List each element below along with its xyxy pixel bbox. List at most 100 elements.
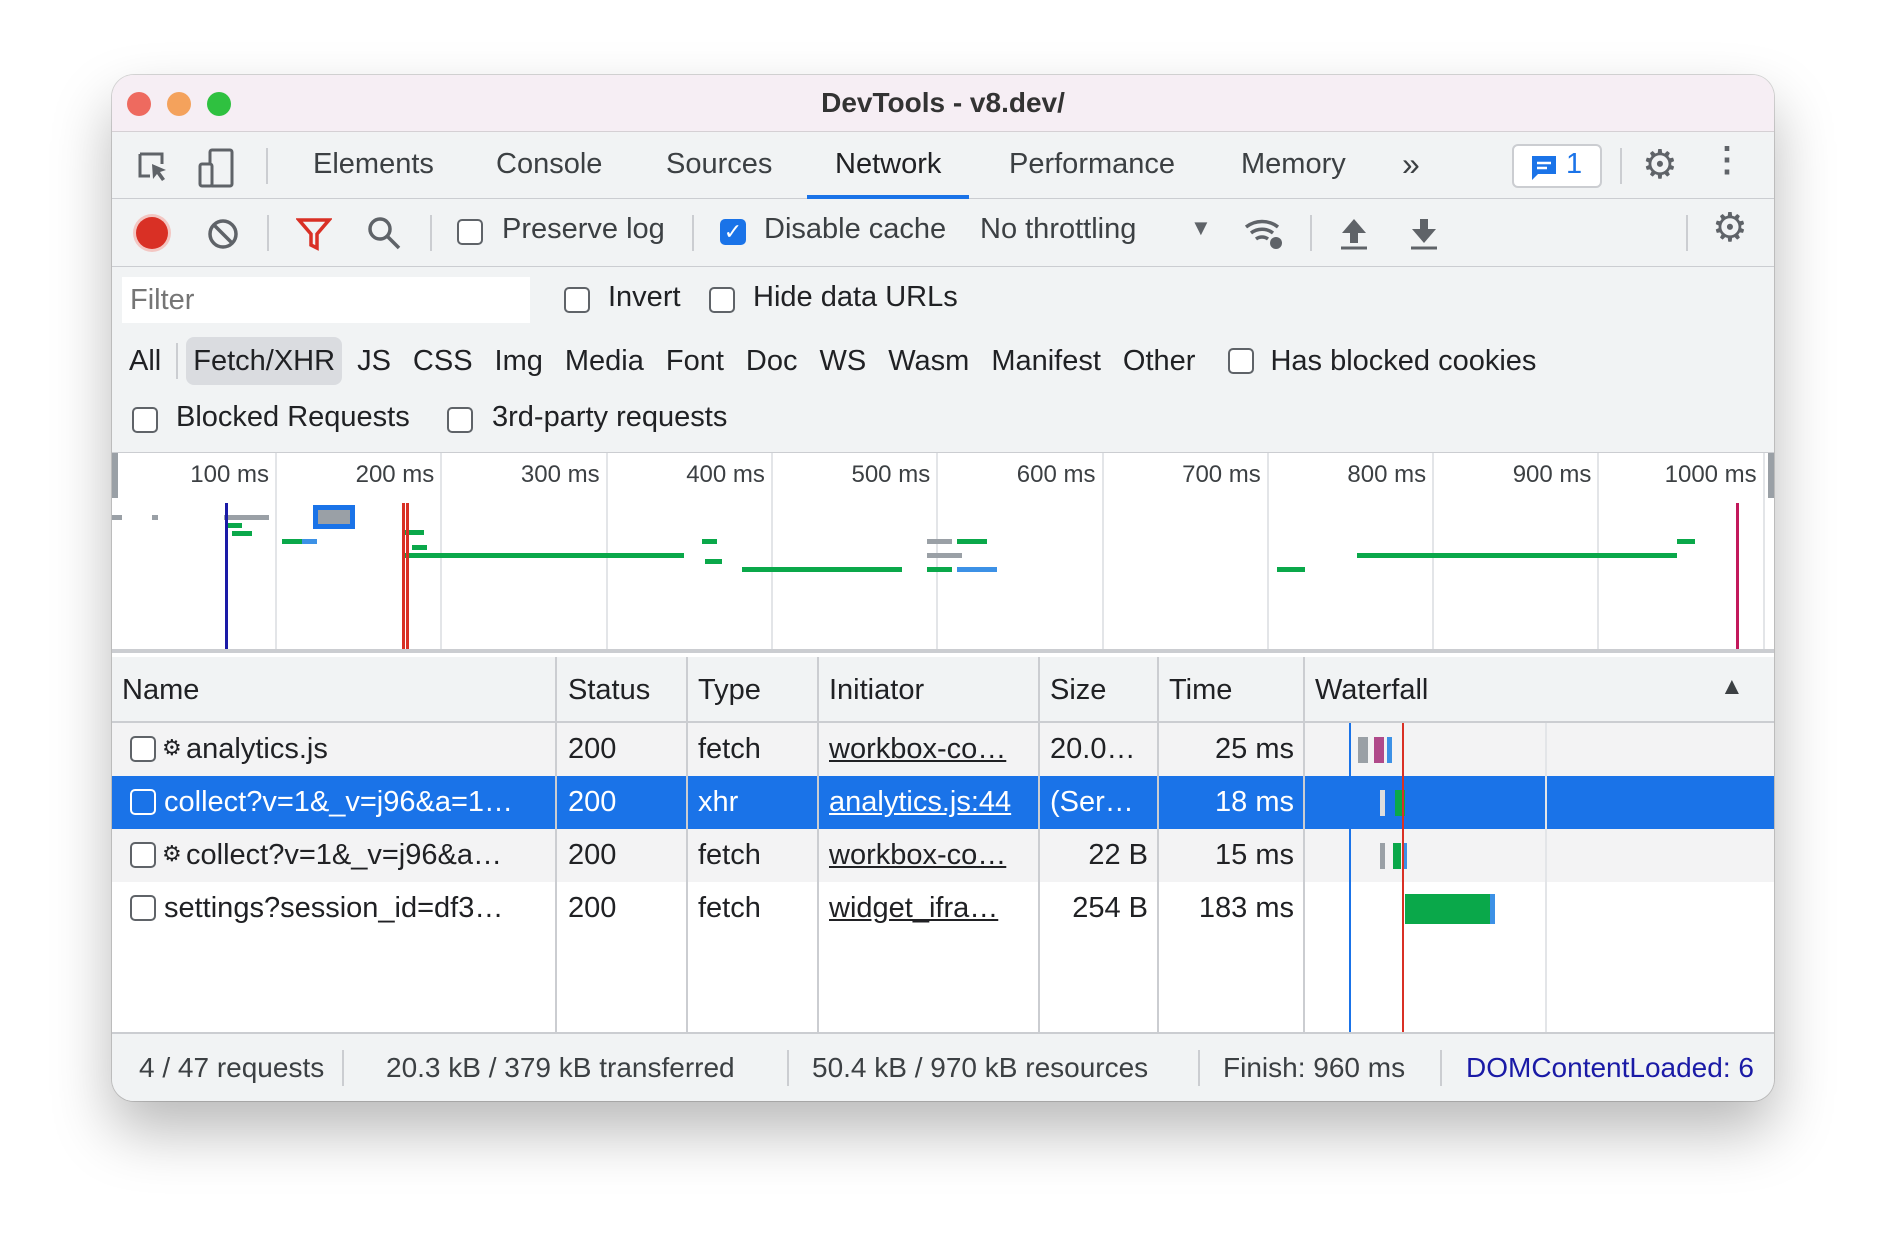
chevron-down-icon[interactable]: ▼	[1190, 215, 1212, 240]
column-header-name[interactable]: Name	[122, 674, 200, 706]
sort-ascending-icon[interactable]: ▲	[1720, 673, 1744, 700]
inspect-element-icon[interactable]	[136, 150, 172, 186]
dom-content-loaded-line	[1349, 723, 1351, 1032]
type-wasm[interactable]: Wasm	[888, 345, 970, 377]
row-checkbox[interactable]	[130, 736, 156, 762]
transferred-size: 20.3 kB / 379 kB transferred	[386, 1052, 735, 1083]
overview-tick-label: 200 ms	[355, 461, 435, 488]
export-har-icon[interactable]	[1408, 215, 1440, 251]
device-toolbar-icon[interactable]	[198, 148, 234, 188]
type-font[interactable]: Font	[665, 345, 724, 377]
divider	[1310, 215, 1312, 251]
tab-console[interactable]: Console	[496, 148, 603, 180]
type-css[interactable]: CSS	[412, 345, 473, 377]
invert-checkbox[interactable]	[564, 287, 590, 313]
waterfall-bar	[1395, 790, 1405, 816]
more-tabs-icon[interactable]: »	[1402, 146, 1420, 182]
waterfall-gridline	[1545, 723, 1547, 1032]
overview-gridline	[1101, 453, 1104, 649]
issues-button[interactable]: 1	[1512, 144, 1602, 188]
row-checkbox[interactable]	[130, 895, 156, 921]
waterfall-bar	[1402, 843, 1407, 869]
overview-request-bar	[412, 545, 427, 550]
cell-name: collect?v=1&_v=j96&a=1…	[164, 786, 514, 818]
preserve-log-checkbox[interactable]	[457, 219, 483, 245]
finish-time: Finish: 960 ms	[1223, 1052, 1406, 1083]
cell-size: 254 B	[1072, 892, 1148, 924]
throttling-select[interactable]: No throttling	[980, 213, 1137, 245]
cell-status: 200	[568, 733, 617, 765]
overview-right-handle[interactable]	[1768, 453, 1774, 498]
row-checkbox[interactable]	[130, 789, 156, 815]
dom-content-loaded-time: DOMContentLoaded: 6	[1466, 1052, 1754, 1083]
settings-gear-icon[interactable]: ⚙	[1642, 143, 1678, 187]
divider	[692, 215, 694, 251]
network-toolbar: Preserve log ✓ Disable cache No throttli…	[112, 199, 1774, 267]
divider	[176, 343, 179, 379]
network-conditions-icon[interactable]	[1242, 213, 1286, 253]
overview-gridline	[1266, 453, 1269, 649]
cell-initiator-link[interactable]: workbox-co…	[829, 839, 1007, 871]
table-row[interactable]: ⚙ collect?v=1&_v=j96&a… 200 fetch workbo…	[112, 829, 1774, 882]
overview-request-bar	[282, 539, 302, 544]
type-doc[interactable]: Doc	[745, 345, 798, 377]
third-party-label: 3rd-party requests	[492, 401, 728, 433]
overview-gridline	[936, 453, 939, 649]
disable-cache-checkbox[interactable]: ✓	[720, 219, 746, 245]
tab-performance[interactable]: Performance	[1009, 148, 1176, 180]
type-media[interactable]: Media	[564, 345, 644, 377]
import-har-icon[interactable]	[1338, 215, 1370, 251]
request-count: 4 / 47 requests	[139, 1052, 325, 1083]
hide-data-urls-checkbox[interactable]	[709, 287, 735, 313]
overview-gridline	[770, 453, 773, 649]
tab-elements[interactable]: Elements	[313, 148, 434, 180]
search-icon[interactable]	[366, 215, 402, 251]
zoom-window-button[interactable]	[207, 92, 231, 116]
tab-network[interactable]: Network	[807, 132, 970, 199]
type-js[interactable]: JS	[357, 345, 391, 377]
tab-sources[interactable]: Sources	[666, 148, 773, 180]
overview-tick-label: 500 ms	[851, 461, 931, 488]
waterfall-bar	[1374, 737, 1384, 763]
filter-funnel-icon[interactable]	[296, 217, 332, 251]
overview-gridline	[440, 453, 443, 649]
tab-memory[interactable]: Memory	[1241, 148, 1346, 180]
type-other[interactable]: Other	[1122, 345, 1196, 377]
overview-left-handle[interactable]	[112, 453, 118, 498]
cell-initiator-link[interactable]: widget_ifra…	[829, 892, 999, 924]
column-header-waterfall[interactable]: Waterfall	[1315, 674, 1429, 706]
table-row[interactable]: settings?session_id=df3… 200 fetch widge…	[112, 882, 1774, 935]
column-header-type[interactable]: Type	[698, 674, 761, 706]
has-blocked-cookies-checkbox[interactable]	[1228, 348, 1255, 374]
overview-request-bar	[702, 539, 717, 544]
type-ws[interactable]: WS	[819, 345, 867, 377]
record-button[interactable]	[136, 217, 168, 249]
cell-initiator-link[interactable]: workbox-co…	[829, 733, 1007, 765]
type-fetch-xhr[interactable]: Fetch/XHR	[186, 337, 343, 385]
type-all[interactable]: All	[129, 345, 162, 377]
row-checkbox[interactable]	[130, 842, 156, 868]
network-overview-timeline[interactable]: 100 ms 200 ms 300 ms 400 ms 500 ms 600 ms 700 …	[112, 453, 1774, 653]
minimize-window-button[interactable]	[167, 92, 191, 116]
cell-status: 200	[568, 786, 617, 818]
type-img[interactable]: Img	[494, 345, 543, 377]
cell-initiator-link[interactable]: analytics.js:44	[829, 786, 1012, 818]
filter-input[interactable]	[122, 277, 530, 323]
clear-icon[interactable]	[206, 217, 240, 251]
column-header-time[interactable]: Time	[1169, 674, 1233, 706]
waterfall-bar	[1358, 737, 1368, 763]
table-row[interactable]: ⚙ analytics.js 200 fetch workbox-co… 20.…	[112, 723, 1774, 776]
network-settings-gear-icon[interactable]: ⚙	[1712, 206, 1748, 250]
blocked-requests-checkbox[interactable]	[132, 407, 158, 433]
column-header-size[interactable]: Size	[1050, 674, 1107, 706]
column-header-initiator[interactable]: Initiator	[829, 674, 925, 706]
more-options-icon[interactable]: ⋮	[1710, 141, 1744, 179]
third-party-checkbox[interactable]	[447, 407, 473, 433]
column-header-status[interactable]: Status	[568, 674, 651, 706]
filter-bar: Invert Hide data URLs All Fetch/XHR JS C…	[112, 267, 1774, 453]
cell-time: 15 ms	[1215, 839, 1294, 871]
cell-time: 183 ms	[1198, 892, 1294, 924]
close-window-button[interactable]	[127, 92, 151, 116]
table-row[interactable]: collect?v=1&_v=j96&a=1… 200 xhr analytic…	[112, 776, 1774, 829]
type-manifest[interactable]: Manifest	[991, 345, 1101, 377]
